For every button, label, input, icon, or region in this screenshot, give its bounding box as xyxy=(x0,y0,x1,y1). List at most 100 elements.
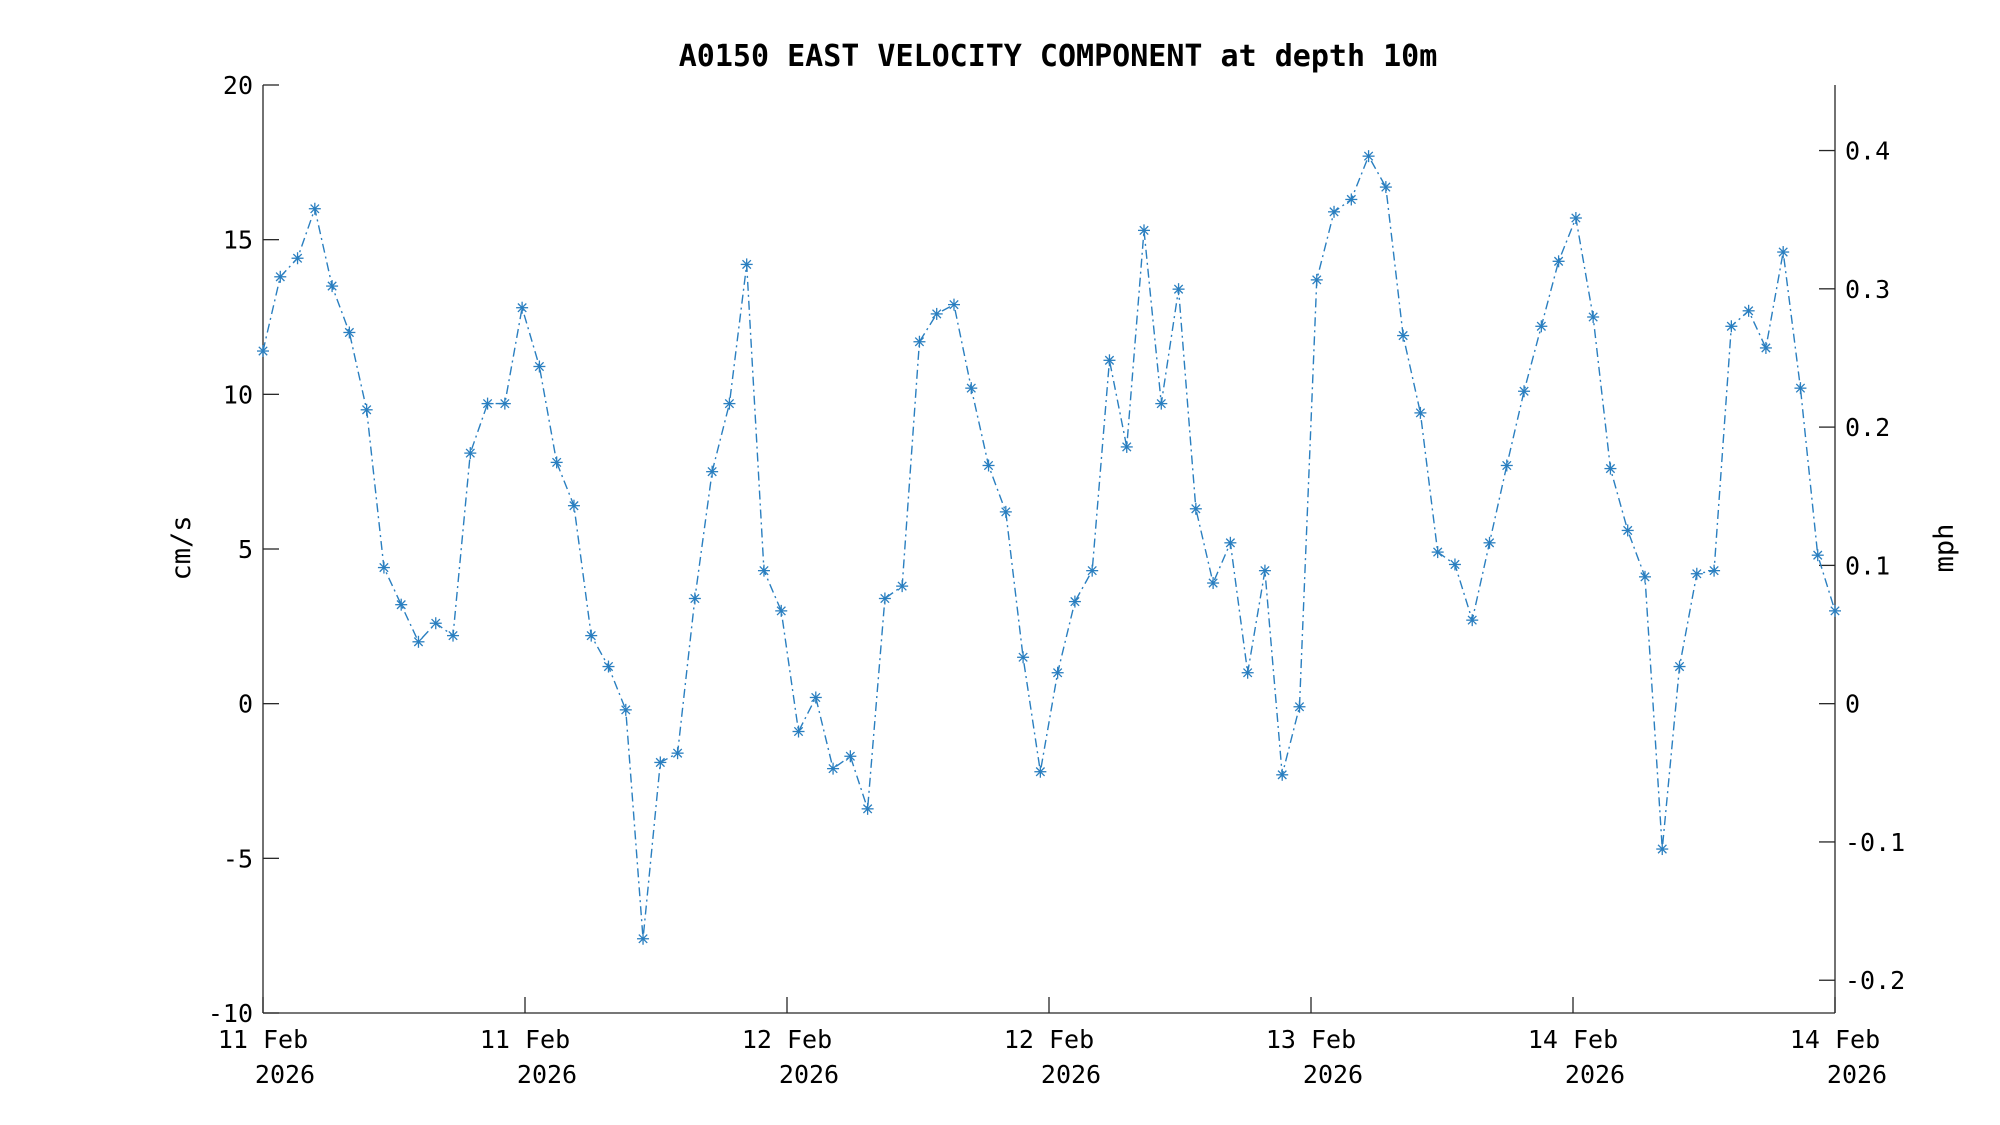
marker-stroke xyxy=(880,593,890,604)
data-point xyxy=(896,580,909,593)
data-point xyxy=(1276,768,1289,781)
data-point xyxy=(1690,567,1703,580)
marker-stroke xyxy=(552,457,562,468)
marker-stroke xyxy=(1277,770,1287,780)
marker-stroke xyxy=(448,630,458,641)
data-point xyxy=(913,335,926,348)
x-tick-label-year: 2026 xyxy=(517,1060,577,1089)
marker-stroke xyxy=(482,398,493,409)
data-point xyxy=(1448,558,1461,571)
marker-stroke xyxy=(396,600,406,610)
data-point xyxy=(1068,595,1081,608)
marker-stroke xyxy=(1743,306,1754,316)
axes: -10 -5 0 5 10 15 20 -0.2 -0.1 0 0.1 0.2 0.3 0.4 11 Feb… xyxy=(208,71,1905,1089)
marker-stroke xyxy=(1536,321,1546,331)
data-point xyxy=(827,762,840,775)
marker-stroke xyxy=(292,253,303,263)
series-layer xyxy=(257,150,1841,945)
data-point xyxy=(1794,382,1807,395)
marker-stroke xyxy=(1398,330,1408,341)
x-tick-label-date: 12 Feb xyxy=(1004,1025,1094,1054)
marker-stroke xyxy=(828,763,838,774)
data-point xyxy=(1829,604,1841,617)
x-tick-label-date: 13 Feb xyxy=(1266,1025,1356,1054)
data-point xyxy=(757,564,770,577)
data-point xyxy=(257,345,269,358)
marker-stroke xyxy=(1001,507,1011,517)
data-point xyxy=(533,360,546,373)
marker-stroke xyxy=(500,398,510,409)
data-point xyxy=(1189,502,1202,515)
marker-stroke xyxy=(1450,559,1460,570)
data-point xyxy=(688,592,701,605)
data-point xyxy=(1034,765,1047,778)
y-tick-label-left: 0 xyxy=(238,690,253,719)
marker-stroke xyxy=(1778,247,1788,257)
data-point xyxy=(1120,440,1133,453)
data-point xyxy=(1431,546,1444,559)
marker-stroke xyxy=(1018,652,1028,662)
chart-title: A0150 EAST VELOCITY COMPONENT at depth 1… xyxy=(679,39,1438,74)
data-point xyxy=(326,280,339,293)
y-tick-label-right: 0.3 xyxy=(1845,275,1890,304)
data-point xyxy=(1017,651,1030,664)
data-point xyxy=(878,592,891,605)
data-point xyxy=(930,307,943,320)
data-point xyxy=(377,561,390,574)
data-point xyxy=(1172,283,1185,296)
marker-stroke xyxy=(258,346,268,356)
data-point xyxy=(1258,564,1271,577)
data-point xyxy=(1310,273,1323,286)
y-tick-label-right: 0.2 xyxy=(1845,413,1890,442)
data-point xyxy=(498,397,511,410)
marker-stroke xyxy=(966,383,976,393)
data-point xyxy=(1483,536,1496,549)
y-tick-label-left: 5 xyxy=(238,535,253,564)
marker-stroke xyxy=(932,309,942,319)
data-point xyxy=(1673,660,1686,673)
data-point xyxy=(464,447,477,460)
data-point xyxy=(1759,341,1772,354)
series-line xyxy=(262,154,1836,939)
data-point xyxy=(982,459,995,472)
marker-stroke xyxy=(1225,538,1236,548)
marker-stroke xyxy=(1122,442,1132,452)
y-tick-label-left: 20 xyxy=(223,71,253,100)
data-point xyxy=(1518,385,1531,398)
data-point xyxy=(1742,304,1755,317)
data-point xyxy=(516,301,529,314)
marker-stroke xyxy=(1467,615,1477,625)
data-point xyxy=(1604,462,1617,475)
marker-stroke xyxy=(1415,408,1426,418)
data-point xyxy=(1051,666,1064,679)
marker-stroke xyxy=(1761,343,1771,353)
marker-stroke xyxy=(517,303,527,313)
y-tick-label-right: -0.1 xyxy=(1845,828,1905,857)
y-axis-label-right: mph xyxy=(1929,524,1960,573)
data-point xyxy=(1086,564,1099,577)
marker-stroke xyxy=(1070,596,1080,607)
x-tick-label-date: 14 Feb xyxy=(1790,1025,1880,1054)
marker-stroke xyxy=(1709,565,1719,576)
data-point xyxy=(1725,320,1738,333)
data-point xyxy=(671,747,684,760)
marker-stroke xyxy=(327,281,337,291)
marker-stroke xyxy=(1674,661,1685,672)
data-point xyxy=(654,756,667,769)
marker-stroke xyxy=(465,448,475,458)
marker-stroke xyxy=(1433,547,1443,557)
x-tick-label-year: 2026 xyxy=(255,1060,315,1089)
marker-stroke xyxy=(672,748,683,758)
x-tick-label-year: 2026 xyxy=(1827,1060,1887,1089)
marker-stroke xyxy=(776,606,786,616)
data-point xyxy=(1207,577,1220,590)
x-tick-label-date: 12 Feb xyxy=(742,1025,832,1054)
y-tick-label-left: -5 xyxy=(223,844,253,873)
marker-stroke xyxy=(310,204,320,214)
data-point xyxy=(1379,181,1392,194)
data-point xyxy=(1621,524,1634,537)
marker-stroke xyxy=(1173,284,1184,294)
data-point xyxy=(861,802,874,815)
marker-stroke xyxy=(1640,572,1650,582)
data-point xyxy=(360,403,373,416)
